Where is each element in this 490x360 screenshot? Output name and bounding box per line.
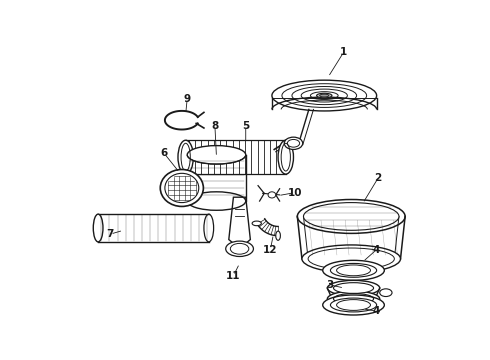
Ellipse shape xyxy=(187,145,245,164)
Text: 7: 7 xyxy=(106,229,114,239)
Text: 1: 1 xyxy=(340,48,347,58)
Ellipse shape xyxy=(380,289,392,297)
Ellipse shape xyxy=(178,140,194,174)
Ellipse shape xyxy=(323,295,384,315)
Text: 6: 6 xyxy=(161,148,168,158)
Ellipse shape xyxy=(272,80,377,111)
Ellipse shape xyxy=(317,93,332,98)
Ellipse shape xyxy=(182,181,194,192)
Ellipse shape xyxy=(276,231,280,240)
Ellipse shape xyxy=(187,192,245,210)
Text: 5: 5 xyxy=(242,121,249,131)
Ellipse shape xyxy=(165,173,199,203)
Ellipse shape xyxy=(319,94,329,97)
Ellipse shape xyxy=(303,203,399,230)
Text: 10: 10 xyxy=(288,188,302,198)
Text: 2: 2 xyxy=(374,173,382,183)
Ellipse shape xyxy=(284,137,303,149)
Ellipse shape xyxy=(297,199,405,233)
Text: 12: 12 xyxy=(263,244,278,255)
Text: 11: 11 xyxy=(226,271,241,281)
Ellipse shape xyxy=(302,245,400,273)
Ellipse shape xyxy=(160,170,203,206)
Ellipse shape xyxy=(278,140,294,174)
Ellipse shape xyxy=(327,280,380,296)
Text: 8: 8 xyxy=(211,121,219,131)
Ellipse shape xyxy=(252,221,261,226)
Ellipse shape xyxy=(226,241,253,256)
Ellipse shape xyxy=(268,192,276,198)
Text: 4: 4 xyxy=(373,306,380,316)
Ellipse shape xyxy=(204,214,214,242)
Ellipse shape xyxy=(330,298,377,312)
Ellipse shape xyxy=(327,291,380,306)
Text: 9: 9 xyxy=(184,94,191,104)
Ellipse shape xyxy=(323,260,384,280)
Text: 4: 4 xyxy=(373,244,380,255)
Text: 3: 3 xyxy=(327,280,334,290)
Ellipse shape xyxy=(93,214,103,242)
Ellipse shape xyxy=(308,248,394,270)
Ellipse shape xyxy=(334,283,373,293)
Ellipse shape xyxy=(330,264,377,277)
